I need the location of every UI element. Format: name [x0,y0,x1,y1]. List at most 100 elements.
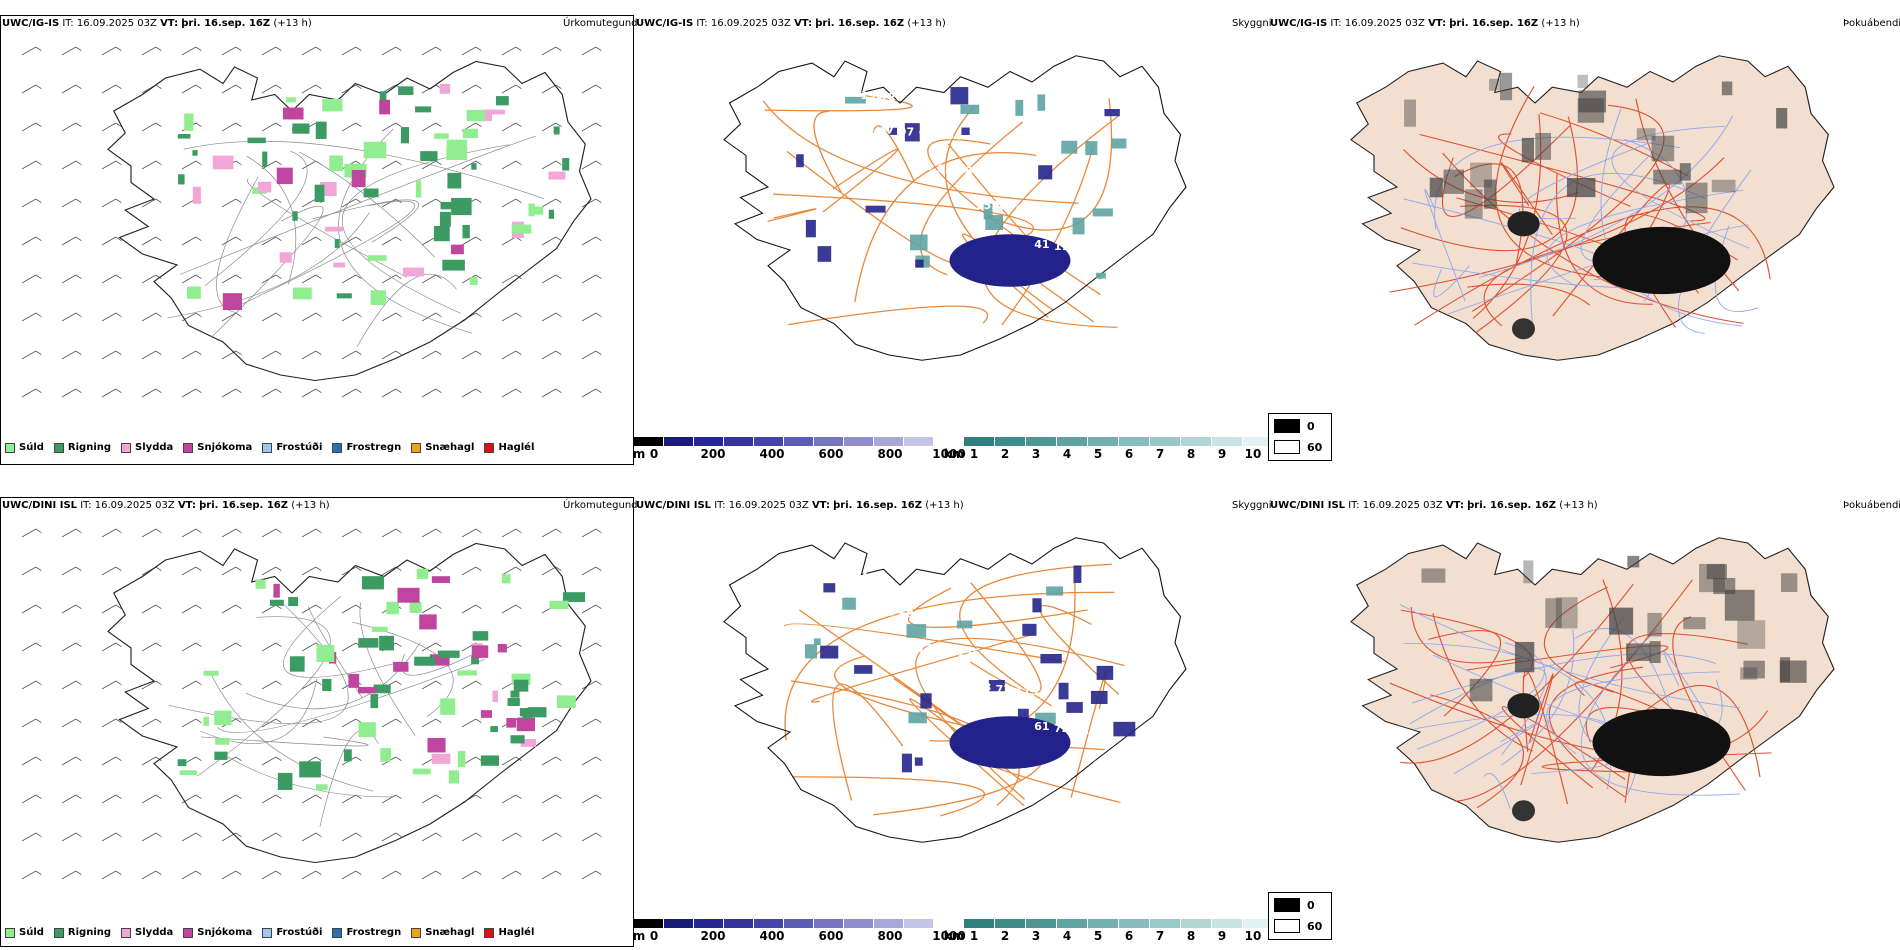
legend-label: Snjókoma [197,442,253,453]
legend-swatch [183,442,194,453]
visibility-unit: km [943,447,965,461]
fog-swatch-low [1274,419,1300,433]
legend-label: Haglél [498,442,535,453]
ceiling-value-label: 69 [899,608,914,621]
fog-index-legend: 0 60 [1268,413,1332,461]
visibility-tick: 8 [1186,447,1196,461]
ceiling-value-label: 155 [957,647,980,660]
model-name: UWC/DINI ISL [1270,500,1346,511]
ceiling-colorbar [634,919,934,928]
model-name: UWC/DINI ISL [2,500,78,511]
visibility-tick: 7 [1155,447,1165,461]
colorbar-segment [1088,919,1119,928]
ceiling-value-label: 70 [918,160,933,173]
precip-type-map [21,528,602,880]
legend-item-2: Rigning [53,442,112,453]
ceiling-tick: 400 [759,447,785,461]
colorbar-segment [664,437,694,446]
visibility-colorbar-labels: km 1 2 3 4 5 6 7 8 9 10 [944,447,1264,461]
ceiling-value-label: 91 [1074,724,1089,737]
ceiling-value-label: 72 [918,642,933,655]
colorbar-segment [1026,919,1057,928]
legend-item-4: Snjókoma [183,442,252,453]
init-label: IT: [1330,18,1342,29]
ceiling-visibility-map: 63 72 70 152 41 41 78 47 83 67 11 84 94 97 58 60 53 22 190… [723,55,1187,361]
colorbar-segment [724,437,754,446]
visibility-tick: 5 [1093,447,1103,461]
ceiling-value-label: 87 [1094,244,1109,257]
valid-label: VT: [811,500,830,511]
legend-label: Rigning [67,442,112,453]
colorbar-segment [995,919,1026,928]
panel-header: UWC/IG-IS IT: 16.09.2025 03Z VT: þri. 16… [2,18,312,29]
visibility-tick: 9 [1217,447,1227,461]
visibility-tick: 2 [1000,929,1010,943]
visibility-tick: 10 [1244,929,1262,943]
legend-label: Haglél [498,927,535,938]
visibility-tick: 10 [1244,447,1262,461]
lead-time: (+13 h) [1559,500,1598,511]
legend-swatch [262,442,273,453]
ceiling-tick: 800 [877,929,903,943]
legend-swatch [484,442,495,453]
ceiling-value-label: 41 [860,571,875,584]
legend-label: Snæhagl [425,927,475,938]
ceiling-value-label: 97 [899,126,914,139]
visibility-tick: 1 [969,447,979,461]
colorbar-segment [634,437,664,446]
ceiling-value-label: 63 [801,83,816,96]
colorbar-segment [754,437,784,446]
ceiling-value-label: 47 [1055,208,1070,221]
ceiling-value-label: 94 [841,87,856,100]
ceiling-value-label: 41 [1093,277,1108,290]
lead-time: (+13 h) [291,500,330,511]
legend-swatch [411,927,422,938]
ceiling-value-label: 83 [1112,761,1127,774]
legend-item-3: Slydda [121,442,173,453]
precip-type-map-frame [0,15,634,465]
panel-title: Skyggni [1232,18,1272,29]
visibility-tick: 6 [1124,447,1134,461]
legend-swatch [332,442,343,453]
ceiling-value-label: 92 [1035,206,1050,219]
model-name: UWC/IG-IS [2,18,60,29]
ceiling-value-label: 72 [996,683,1011,696]
ceiling-colorbar [634,437,934,446]
ceiling-value-label: 113 [937,645,960,658]
ceiling-value-label: 90 [919,128,934,141]
precip-type-legend: Súld Rigning Slydda Snjókoma Frostúði Frostre… [5,442,534,453]
ceiling-value-label: 58 [957,165,972,178]
legend-swatch [5,927,15,938]
ceiling-value-label: 104 [939,130,962,143]
legend-item-7: Snæhagl [411,442,474,453]
legend-swatch [121,442,132,453]
visibility-tick: 6 [1124,929,1134,943]
colorbar-segment [1212,919,1243,928]
init-time: 16.09.2025 03Z [710,18,791,29]
legend-label: Snjókoma [197,927,253,938]
colorbar-segment [634,919,664,928]
ceiling-visibility-map: 150 208 72 88 61 64 28 12 113 72 72 83 86 69 155 115 91 5… [723,537,1187,843]
ceiling-value-label: 53 [1074,242,1089,255]
legend-swatch [53,442,64,453]
ceiling-tick: 400 [759,929,785,943]
colorbar-segment [904,919,934,928]
legend-label: Slydda [135,927,174,938]
colorbar-segment [1119,437,1150,446]
ceiling-value-label: 64 [1093,759,1108,772]
fog-swatch-high [1274,919,1300,933]
legend-item-5: Frostúði [262,442,322,453]
legend-item-1: Súld [5,927,44,938]
legend-label: Slydda [135,442,174,453]
ceiling-value-label: 61 [1034,720,1049,733]
ceiling-value-label: 12 [879,606,894,619]
precip-type-map [21,46,602,398]
colorbar-segment [784,437,814,446]
valid-label: VT: [794,18,813,29]
legend-item-3: Slydda [121,927,173,938]
ceiling-value-label: 88 [976,681,991,694]
colorbar-segment [1119,919,1150,928]
init-label: IT: [62,18,74,29]
colorbar-segment [1057,919,1088,928]
legend-item-7: Snæhagl [411,927,474,938]
